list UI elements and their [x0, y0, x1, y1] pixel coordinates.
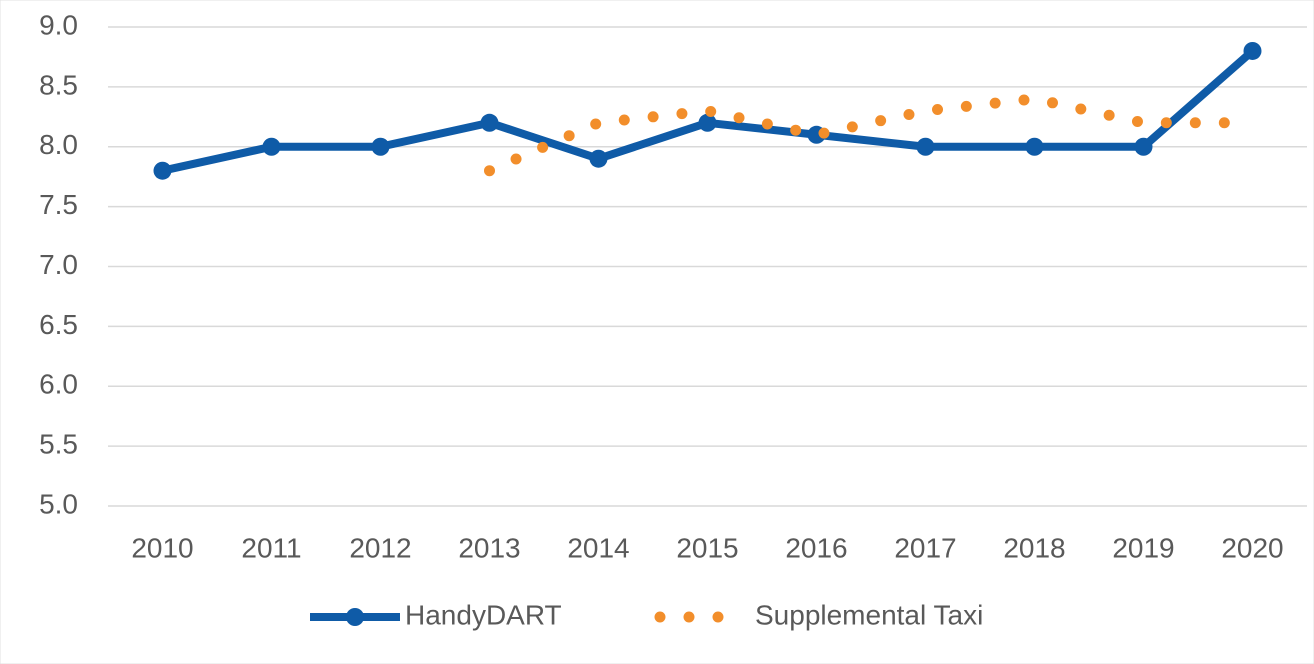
y-tick-label: 6.0: [39, 369, 78, 400]
x-tick-label: 2013: [458, 532, 520, 563]
point: [262, 137, 281, 156]
y-tick-label: 5.0: [39, 488, 78, 519]
legend-label: Supplemental Taxi: [755, 599, 983, 630]
x-tick-label: 2019: [1112, 532, 1174, 563]
x-tick-label: 2018: [1003, 532, 1065, 563]
y-tick-label: 8.5: [39, 69, 78, 100]
legend-marker: [346, 608, 364, 626]
y-tick-label: 5.5: [39, 429, 78, 460]
point: [1025, 137, 1044, 156]
y-tick-label: 8.0: [39, 129, 78, 160]
y-tick-label: 7.5: [39, 189, 78, 220]
point: [153, 161, 172, 180]
y-tick-label: 7.0: [39, 249, 78, 280]
point: [1243, 41, 1262, 60]
legend-label: HandyDART: [405, 599, 562, 630]
point: [916, 137, 935, 156]
point: [589, 149, 608, 168]
point: [1134, 137, 1153, 156]
x-tick-label: 2020: [1221, 532, 1283, 563]
x-tick-label: 2010: [131, 532, 193, 563]
y-tick-label: 9.0: [39, 9, 78, 40]
y-tick-label: 6.5: [39, 309, 78, 340]
x-tick-label: 2016: [785, 532, 847, 563]
x-tick-label: 2011: [241, 532, 301, 563]
x-tick-label: 2015: [676, 532, 738, 563]
point: [480, 113, 499, 132]
point: [698, 113, 717, 132]
point: [371, 137, 390, 156]
x-tick-label: 2017: [894, 532, 956, 563]
x-tick-label: 2014: [567, 532, 629, 563]
x-tick-label: 2012: [349, 532, 411, 563]
